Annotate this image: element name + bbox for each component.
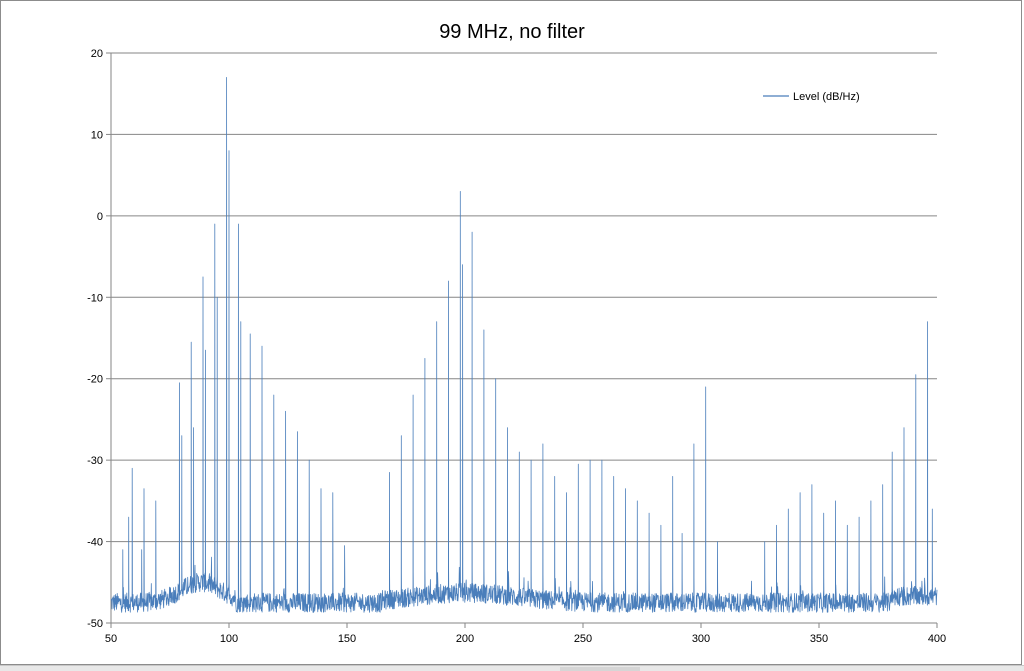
- series-layer: [110, 77, 938, 613]
- sheet-tab: [560, 667, 640, 671]
- y-tick-label: 20: [91, 48, 103, 60]
- x-tick-label: 300: [692, 633, 710, 645]
- x-tick-label: 150: [338, 633, 356, 645]
- gridlines: [111, 52, 937, 543]
- legend: Level (dB/Hz): [763, 91, 860, 103]
- axes: [106, 52, 938, 628]
- chart-title: 99 MHz, no filter: [439, 21, 585, 43]
- series-line: [110, 77, 938, 613]
- x-tick-label: 250: [574, 633, 592, 645]
- x-tick-label: 400: [928, 633, 946, 645]
- y-tick-label: -30: [87, 455, 103, 467]
- y-tick-label: -10: [87, 292, 103, 304]
- window-bottom-strip: [0, 665, 1024, 671]
- y-tick-label: -50: [87, 618, 103, 630]
- legend-label: Level (dB/Hz): [793, 91, 860, 103]
- x-tick-label: 200: [456, 633, 474, 645]
- x-tick-label: 350: [810, 633, 828, 645]
- x-axis-tick-labels: 50 100 150 200 250 300 350 400: [105, 633, 946, 645]
- y-tick-label: 10: [91, 129, 103, 141]
- y-tick-label: 0: [97, 211, 103, 223]
- y-axis-tick-labels: 20 10 0 -10 -20 -30 -40 -50: [87, 48, 103, 630]
- y-tick-label: -40: [87, 537, 103, 549]
- y-tick-label: -20: [87, 374, 103, 386]
- x-tick-label: 50: [105, 633, 117, 645]
- x-tick-label: 100: [220, 633, 238, 645]
